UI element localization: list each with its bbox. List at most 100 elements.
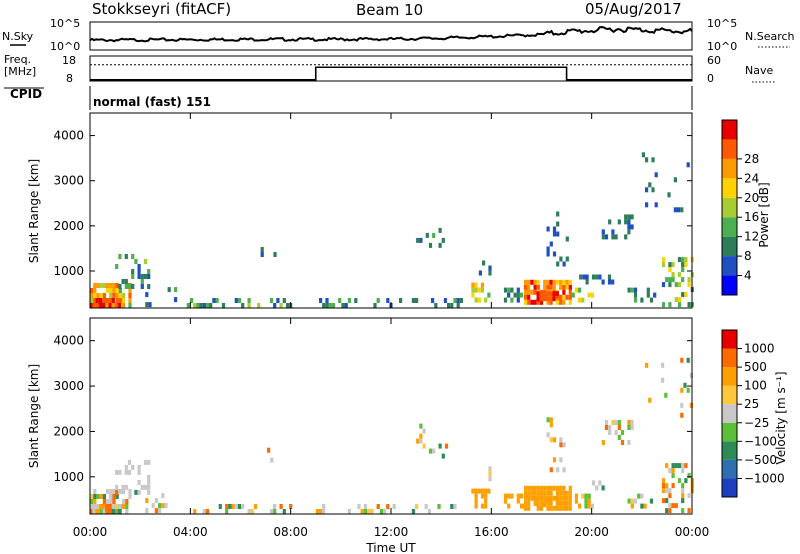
echo-cell: [147, 484, 151, 490]
echo-cell: [643, 503, 647, 509]
echo-cell: [140, 484, 144, 490]
echo-cell: [437, 504, 441, 509]
echo-cell: [510, 287, 514, 293]
colorbar-swatch: [722, 217, 737, 237]
echo-cell: [555, 294, 560, 300]
echo-cell: [665, 483, 669, 489]
echo-cell: [315, 509, 319, 514]
velocity-colorbar-label: Velocity [m s⁻¹]: [774, 371, 788, 464]
echo-cell: [559, 437, 563, 443]
echo-cell: [546, 490, 550, 496]
echo-cell: [354, 298, 358, 303]
echo-cell: [92, 504, 96, 509]
echo-cell: [98, 298, 103, 303]
echo-cell: [477, 287, 481, 293]
echo-cell: [562, 495, 566, 501]
echo-cell: [687, 302, 691, 308]
echo-cell: [559, 485, 563, 491]
echo-cell: [686, 357, 690, 363]
echo-cell: [585, 274, 589, 280]
echo-cell: [484, 297, 488, 303]
echo-cell: [630, 425, 634, 430]
echo-cell: [646, 287, 650, 293]
echo-cell: [341, 303, 345, 308]
power-heatmap: [90, 152, 694, 308]
echo-cell: [218, 504, 222, 509]
echo-cell: [527, 500, 531, 506]
echo-cell: [424, 504, 428, 509]
echo-cell: [109, 283, 113, 288]
echo-cell: [562, 289, 566, 295]
echo-cell: [134, 489, 138, 495]
echo-cell: [247, 303, 251, 308]
echo-cell: [93, 293, 97, 298]
echo-cell: [681, 267, 685, 273]
echo-cell: [608, 430, 612, 435]
x-tick-label: 12:00: [374, 525, 409, 539]
echo-cell: [105, 509, 109, 514]
echo-cell: [118, 303, 122, 308]
echo-cell: [122, 499, 126, 504]
echo-cell: [154, 508, 158, 514]
echo-cell: [279, 504, 283, 509]
echo-cell: [478, 270, 482, 276]
power-panel-frame: [89, 112, 693, 309]
echo-cell: [99, 283, 103, 288]
echo-cell: [453, 298, 457, 303]
velocity-colorbar: 1000 500 100 25 −25 −100 −500 −1000: [721, 329, 785, 498]
echo-cell: [598, 274, 602, 280]
echo-cell: [419, 433, 423, 439]
echo-cell: [488, 476, 492, 482]
echo-cell: [422, 443, 426, 449]
echo-cell: [527, 490, 531, 496]
echo-cell: [574, 498, 578, 504]
echo-cell: [546, 497, 550, 503]
echo-cell: [614, 234, 618, 240]
echo-cell: [523, 500, 528, 506]
echo-cell: [108, 303, 112, 308]
echo-cell: [143, 274, 148, 279]
echo-cell: [536, 497, 540, 503]
echo-cell: [536, 279, 540, 285]
echo-cell: [585, 279, 589, 285]
echo-cell: [587, 493, 591, 499]
echo-cell: [627, 287, 631, 293]
echo-cell: [536, 502, 540, 508]
echo-cell: [617, 435, 621, 440]
echo-cell: [562, 299, 566, 305]
echo-cell: [137, 269, 141, 274]
x-tick-label: 04:00: [173, 525, 208, 539]
echo-cell: [147, 269, 151, 274]
echo-cell: [627, 214, 631, 220]
echo-cell: [131, 274, 135, 279]
echo-cell: [523, 289, 528, 295]
echo-cell: [661, 302, 666, 308]
nave-right-tick-bottom: 0: [707, 72, 714, 85]
echo-cell: [125, 499, 129, 504]
echo-cell: [646, 292, 650, 298]
echo-cell: [114, 509, 119, 514]
echo-cell: [668, 277, 672, 283]
echo-cell: [565, 495, 569, 501]
echo-cell: [282, 509, 286, 514]
echo-cell: [459, 298, 463, 303]
echo-cell: [253, 504, 258, 509]
echo-cell: [456, 303, 460, 308]
echo-cell: [667, 192, 671, 198]
echo-cell: [516, 498, 520, 504]
colorbar-tick-label: 25: [744, 397, 759, 411]
echo-cell: [627, 219, 631, 225]
echo-cell: [677, 257, 682, 263]
echo-cell: [689, 402, 693, 408]
echo-cell: [665, 277, 669, 283]
echo-cell: [124, 254, 128, 259]
echo-cell: [225, 504, 229, 509]
colorbar-swatch: [722, 139, 737, 159]
colorbar-tick-label: 4: [744, 269, 752, 283]
echo-cell: [565, 279, 569, 285]
echo-cell: [434, 303, 438, 308]
echo-cell: [565, 490, 569, 496]
noise-left-tick-bottom: 10^0: [50, 40, 80, 53]
echo-cell: [627, 420, 631, 425]
echo-cell: [549, 490, 553, 496]
